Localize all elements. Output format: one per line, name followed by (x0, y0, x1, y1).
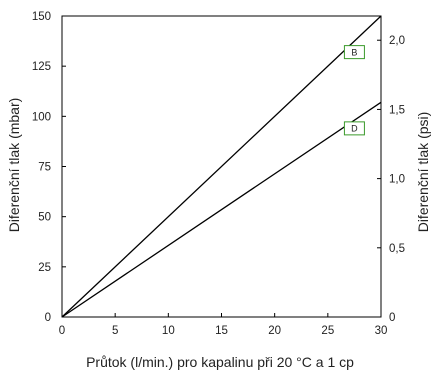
y-tick-label: 100 (32, 111, 51, 123)
y-tick-label: 125 (32, 61, 51, 73)
x-tick-label: 15 (215, 325, 228, 337)
x-tick-label: 0 (59, 325, 65, 337)
series-label-b: B (351, 47, 357, 57)
series-layer: BD (61, 15, 382, 318)
x-axis-ticks: 0 5 10 15 20 25 30 (59, 313, 388, 337)
series-label-box-b (343, 45, 365, 60)
y2-tick-label: 1,5 (389, 104, 405, 116)
y2-tick-label: 1,0 (389, 174, 405, 186)
x-tick-label: 20 (268, 325, 281, 337)
x-axis-title: Průtok (l/min.) pro kapalinu při 20 °C a… (86, 354, 354, 370)
x-tick-label: 25 (321, 325, 334, 337)
y2-tick-label: 0,5 (389, 243, 405, 255)
series-label-d: D (351, 124, 358, 134)
series-line-b (61, 15, 382, 318)
series-line-d (61, 101, 382, 318)
y-tick-label: 0 (45, 312, 51, 324)
y2-tick-label: 2,0 (389, 35, 405, 47)
y-tick-label: 75 (38, 162, 51, 174)
y-axis-title: Diferenční tlak (mbar) (6, 98, 22, 233)
y2-axis-ticks: 0 0,5 1,0 1,5 2,0 (377, 35, 405, 324)
x-tick-label: 30 (375, 325, 388, 337)
y2-tick-label: 0 (389, 312, 395, 324)
y-tick-label: 50 (38, 212, 51, 224)
y-tick-label: 25 (38, 262, 51, 274)
x-tick-label: 5 (112, 325, 118, 337)
series-label-box-d (343, 121, 365, 136)
y2-axis-title: Diferenční tlak (psi) (415, 112, 431, 233)
y-tick-label: 150 (32, 11, 51, 23)
y-axis-ticks: 0 25 50 75 100 125 150 (32, 11, 66, 324)
x-tick-label: 10 (162, 325, 175, 337)
